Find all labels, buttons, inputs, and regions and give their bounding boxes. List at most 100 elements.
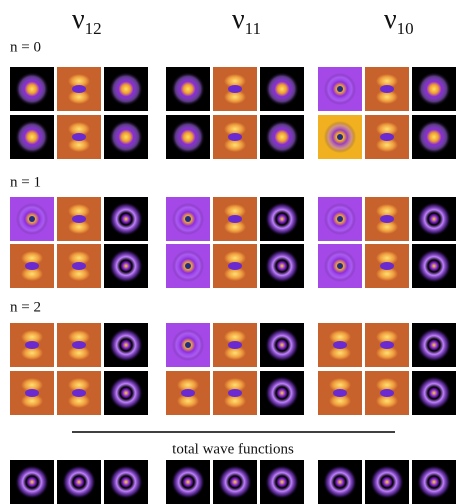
node [380,389,394,397]
node [72,262,86,270]
node [25,262,39,270]
node [380,85,394,93]
tile [166,115,210,159]
orbital [218,465,252,499]
node [228,341,242,349]
tile [213,67,257,111]
node [72,85,86,93]
orbital [15,465,49,499]
tile [213,323,257,367]
tile [213,460,257,504]
tile [412,115,456,159]
node [380,341,394,349]
node [72,133,86,141]
node [72,215,86,223]
node [380,215,394,223]
orbital [265,202,299,236]
tile [365,115,409,159]
tile [104,244,148,288]
symbol: ν [384,4,397,35]
subscript: 11 [245,19,261,38]
orbital [265,328,299,362]
orbital [109,376,143,410]
orbital [370,465,404,499]
tile [104,67,148,111]
orbital [109,120,143,154]
node [72,341,86,349]
tile [57,67,101,111]
tile [166,197,210,241]
row-label: n = 1 [10,174,41,190]
orbital [417,72,451,106]
tile [57,197,101,241]
tile [365,197,409,241]
node [380,133,394,141]
tile [213,371,257,415]
node [228,85,242,93]
core [185,216,191,222]
node [380,262,394,270]
orbital [417,376,451,410]
tile [412,67,456,111]
tile [260,67,304,111]
subscript: 10 [397,19,414,38]
orbital [109,202,143,236]
tile [365,323,409,367]
tile [260,460,304,504]
tile [166,460,210,504]
core [29,216,35,222]
tile [412,323,456,367]
node [333,341,347,349]
tile [104,323,148,367]
node [25,341,39,349]
orbital [171,120,205,154]
tile [104,371,148,415]
tile [260,115,304,159]
core [337,216,343,222]
orbital [265,249,299,283]
tile [260,371,304,415]
tile [213,244,257,288]
orbital [171,465,205,499]
tile [166,244,210,288]
symbol: ν [232,4,245,35]
total-label: total wave functions [172,441,294,457]
orbital [171,72,205,106]
tile [10,67,54,111]
tile [57,115,101,159]
orbital [265,376,299,410]
tile [57,371,101,415]
orbital [417,249,451,283]
node [228,262,242,270]
tile [104,115,148,159]
tile [318,323,362,367]
orbital [15,72,49,106]
orbital [417,465,451,499]
core [185,263,191,269]
tile [318,371,362,415]
tile [10,460,54,504]
symbol: ν [72,4,85,35]
tile [213,115,257,159]
node [181,389,195,397]
node [72,389,86,397]
column-header: ν11 [232,4,261,37]
tile [260,323,304,367]
tile [318,460,362,504]
orbital [265,120,299,154]
tile [10,323,54,367]
tile [213,197,257,241]
orbital [109,249,143,283]
tile [10,244,54,288]
orbital [62,465,96,499]
tile [57,460,101,504]
tile [365,67,409,111]
orbital [323,465,357,499]
core [337,263,343,269]
tile [365,244,409,288]
tile [10,197,54,241]
tile [318,244,362,288]
orbital [109,465,143,499]
node [228,389,242,397]
node [25,389,39,397]
